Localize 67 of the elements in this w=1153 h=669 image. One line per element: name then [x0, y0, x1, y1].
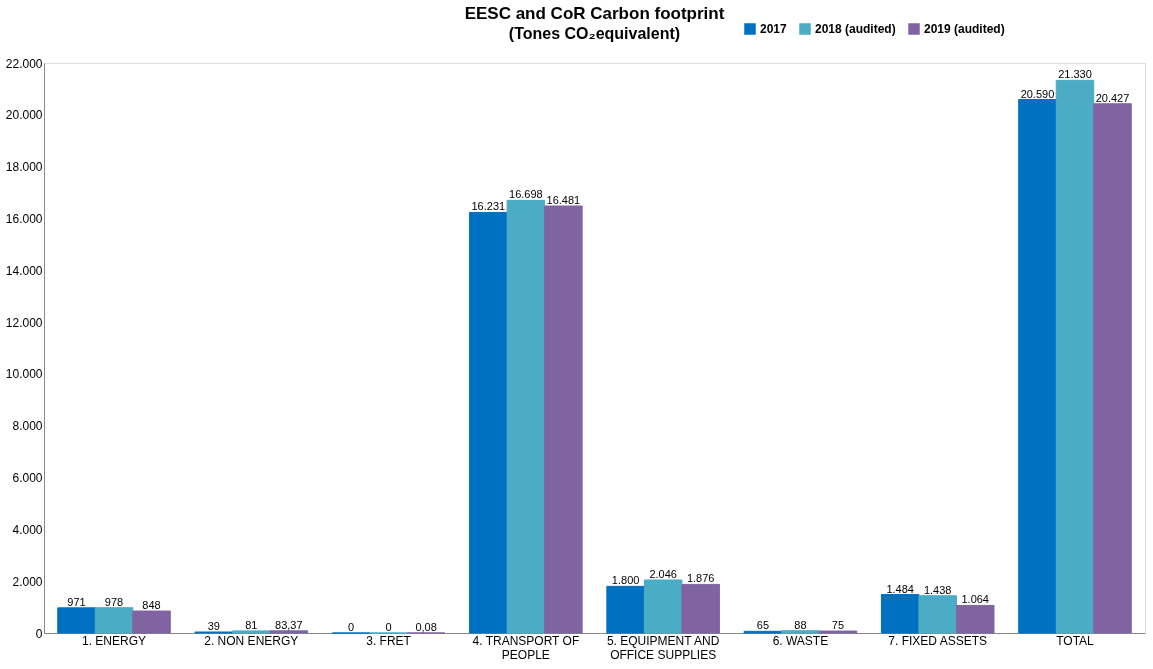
chart-subtitle: (Tones CO₂equivalent)	[508, 25, 681, 42]
data-label: 88	[794, 618, 807, 631]
y-tick-label: 2.000	[12, 574, 43, 589]
data-label: 971	[67, 595, 86, 608]
y-tick-label: 10.000	[5, 367, 43, 382]
bar	[57, 607, 96, 634]
y-tick-label: 14.000	[5, 263, 43, 278]
data-label: 65	[756, 619, 770, 632]
bar	[781, 630, 820, 634]
bar	[506, 199, 546, 634]
data-label: 75	[831, 619, 845, 632]
bar	[1055, 79, 1095, 634]
bar	[94, 607, 134, 634]
y-tick-label: 6.000	[12, 471, 43, 486]
y-tick-label: 4.000	[12, 522, 43, 537]
y-tick-label: 12.000	[5, 315, 43, 330]
x-tick-label: TOTAL	[1056, 633, 1095, 648]
bar	[132, 610, 171, 634]
data-label: 2.046	[649, 567, 677, 580]
bar	[918, 595, 957, 634]
data-label: 0,08	[415, 621, 437, 633]
data-label: 0	[347, 621, 355, 633]
bar	[269, 630, 309, 634]
data-label: 20.427	[1095, 91, 1130, 104]
chart-title: EESC and CoR Carbon footprint	[464, 4, 725, 23]
y-tick-label: 20.000	[5, 108, 43, 123]
x-tick-label: 2. NON ENERGY	[204, 633, 299, 648]
data-label: 1.064	[961, 593, 989, 606]
data-label: 81	[245, 618, 258, 631]
data-label: 1.876	[686, 572, 715, 585]
y-tick-label: 18.000	[5, 160, 43, 175]
legend-label: 2018 (audited)	[815, 22, 896, 36]
bar	[1018, 99, 1057, 634]
data-label: 39	[207, 619, 220, 632]
data-label: 978	[104, 595, 124, 608]
data-label: 16.231	[471, 200, 506, 213]
bar	[643, 579, 683, 634]
data-label: 848	[142, 599, 161, 612]
data-label: 16.698	[509, 188, 543, 201]
data-label: 16.481	[546, 193, 581, 206]
x-tick-label: 3. FRET	[366, 633, 412, 648]
data-label: 1.484	[886, 582, 914, 595]
x-tick-label: 1. ENERGY	[82, 633, 147, 648]
data-label: 1.438	[923, 583, 952, 596]
bar	[880, 594, 920, 634]
data-label: 1.800	[611, 574, 640, 587]
y-tick-label: 0	[35, 626, 43, 641]
bar	[1093, 103, 1132, 634]
x-tick-label: 5. EQUIPMENT AND OFFICE SUPPLIES	[606, 633, 720, 662]
bar	[606, 585, 645, 634]
bar	[469, 211, 508, 634]
bar	[232, 630, 271, 634]
data-label: 83,37	[275, 618, 303, 631]
bar	[681, 583, 720, 634]
bar	[955, 604, 995, 634]
x-tick-label: 6. WASTE	[772, 633, 829, 648]
data-label: 21.330	[1058, 68, 1092, 81]
x-tick-label: 7. FIXED ASSETS	[888, 633, 988, 648]
legend-label: 2017	[760, 22, 788, 36]
y-tick-label: 22.000	[5, 56, 43, 71]
data-label: 20.590	[1020, 87, 1055, 100]
y-tick-label: 16.000	[5, 211, 43, 226]
y-tick-label: 8.000	[12, 419, 43, 434]
legend-label: 2019 (audited)	[924, 22, 1005, 36]
data-label: 0	[385, 621, 392, 633]
bar	[544, 205, 583, 634]
x-tick-label: 4. TRANSPORT OF PEOPLE	[472, 633, 580, 662]
